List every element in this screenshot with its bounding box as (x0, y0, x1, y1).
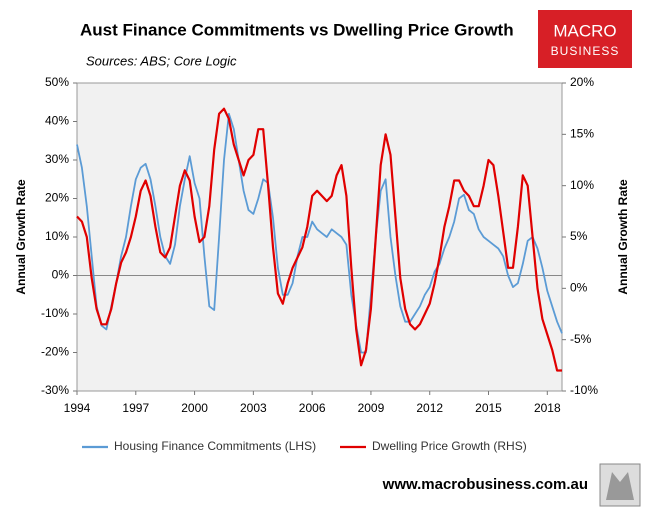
y2-tick-label: 0% (570, 281, 588, 295)
y-tick-label: 10% (45, 229, 69, 243)
chart-subtitle: Sources: ABS; Core Logic (86, 53, 237, 68)
x-tick-label: 2009 (358, 401, 385, 415)
logo-box (538, 10, 632, 68)
x-tick-label: 2003 (240, 401, 267, 415)
y2-tick-label: 5% (570, 229, 588, 243)
legend-label: Dwelling Price Growth (RHS) (372, 439, 527, 453)
legend-label: Housing Finance Commitments (LHS) (114, 439, 316, 453)
x-tick-label: 2000 (181, 401, 208, 415)
x-tick-label: 2012 (416, 401, 443, 415)
logo-text: MACRO (553, 21, 616, 40)
y-tick-label: 40% (45, 114, 69, 128)
y2-tick-label: 10% (570, 178, 594, 192)
x-tick-label: 2015 (475, 401, 502, 415)
y-tick-label: 30% (45, 152, 69, 166)
series-line (76, 107, 562, 372)
y-tick-label: -10% (41, 306, 69, 320)
chart-title: Aust Finance Commitments vs Dwelling Pri… (80, 20, 514, 39)
y2-tick-label: -5% (570, 332, 592, 346)
x-tick-label: 2018 (534, 401, 561, 415)
y-tick-label: 50% (45, 75, 69, 89)
x-tick-label: 2006 (299, 401, 326, 415)
y-tick-label: -30% (41, 383, 69, 397)
series-line (76, 112, 563, 354)
plot-area (76, 82, 563, 392)
y2-axis-label: Annual Growth Rate (616, 179, 630, 295)
x-tick-label: 1997 (122, 401, 149, 415)
logo-text: BUSINESS (551, 44, 620, 58)
y2-tick-label: -10% (570, 383, 598, 397)
website: www.macrobusiness.com.au (382, 476, 588, 493)
logo-icon (606, 472, 634, 500)
y2-tick-label: 20% (570, 75, 594, 89)
y2-tick-label: 15% (570, 127, 594, 141)
y-axis-label: Annual Growth Rate (14, 179, 28, 295)
y-tick-label: 0% (52, 268, 70, 282)
y-tick-label: -20% (41, 345, 69, 359)
y-tick-label: 20% (45, 191, 69, 205)
x-tick-label: 1994 (64, 401, 91, 415)
